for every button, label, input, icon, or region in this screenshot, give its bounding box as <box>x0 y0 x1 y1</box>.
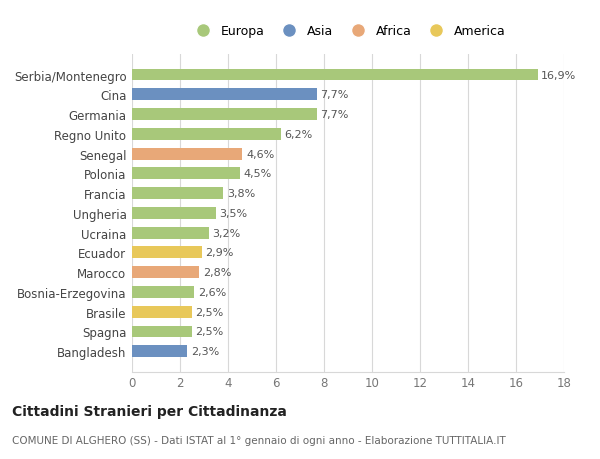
Text: 4,5%: 4,5% <box>244 169 272 179</box>
Bar <box>132 89 317 101</box>
Text: 6,2%: 6,2% <box>284 129 313 140</box>
Bar <box>132 267 199 279</box>
Bar <box>132 286 194 298</box>
Text: 3,8%: 3,8% <box>227 189 255 199</box>
Bar <box>132 207 216 219</box>
Text: Cittadini Stranieri per Cittadinanza: Cittadini Stranieri per Cittadinanza <box>12 404 287 419</box>
Text: 4,6%: 4,6% <box>246 149 274 159</box>
Bar <box>132 168 240 180</box>
Text: 2,5%: 2,5% <box>196 307 224 317</box>
Text: 16,9%: 16,9% <box>541 70 577 80</box>
Text: 2,9%: 2,9% <box>205 248 233 258</box>
Bar <box>132 306 192 318</box>
Bar <box>132 109 317 121</box>
Bar <box>132 148 242 160</box>
Text: 3,5%: 3,5% <box>220 208 248 218</box>
Bar <box>132 129 281 140</box>
Bar <box>132 69 538 81</box>
Text: 2,3%: 2,3% <box>191 347 219 357</box>
Bar <box>132 346 187 358</box>
Legend: Europa, Asia, Africa, America: Europa, Asia, Africa, America <box>185 20 511 43</box>
Bar <box>132 227 209 239</box>
Text: 2,5%: 2,5% <box>196 327 224 337</box>
Bar <box>132 188 223 200</box>
Bar <box>132 326 192 338</box>
Bar <box>132 247 202 259</box>
Text: 7,7%: 7,7% <box>320 90 349 100</box>
Text: COMUNE DI ALGHERO (SS) - Dati ISTAT al 1° gennaio di ogni anno - Elaborazione TU: COMUNE DI ALGHERO (SS) - Dati ISTAT al 1… <box>12 435 506 445</box>
Text: 2,8%: 2,8% <box>203 268 231 278</box>
Text: 3,2%: 3,2% <box>212 228 241 238</box>
Text: 2,6%: 2,6% <box>198 287 226 297</box>
Text: 7,7%: 7,7% <box>320 110 349 120</box>
